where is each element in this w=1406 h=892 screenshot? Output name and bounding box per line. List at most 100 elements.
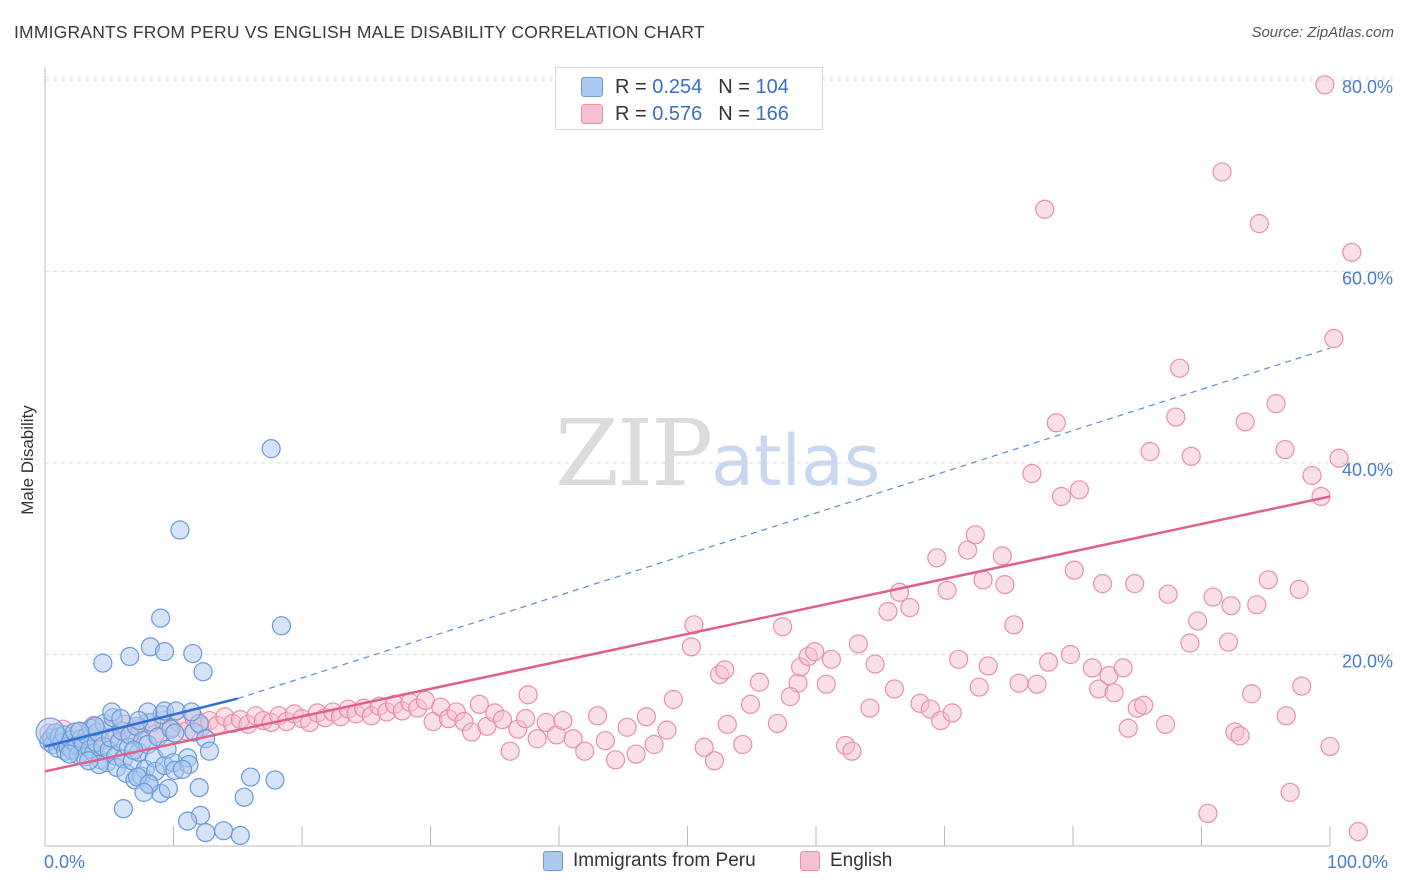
- data-point-english: [605, 750, 626, 770]
- data-point-peru: [59, 744, 80, 764]
- data-point-english: [1275, 439, 1295, 460]
- data-point-english: [865, 654, 885, 674]
- data-point-english: [563, 729, 583, 749]
- data-point-english: [1140, 441, 1160, 462]
- data-point-peru: [193, 662, 213, 682]
- data-point-english: [1203, 587, 1223, 607]
- legend-label-peru: Immigrants from Peru: [573, 850, 756, 871]
- data-point-english: [663, 689, 683, 710]
- data-point-english: [1158, 584, 1178, 604]
- data-point-english: [848, 634, 869, 654]
- data-point-english: [1166, 407, 1186, 427]
- data-point-peru: [178, 811, 198, 831]
- data-point-english: [1230, 726, 1250, 746]
- data-point-english: [1276, 706, 1296, 726]
- data-point-english: [973, 570, 993, 590]
- data-point-english: [1221, 596, 1241, 616]
- data-point-english: [1046, 413, 1066, 433]
- data-point-english: [1302, 465, 1322, 486]
- data-point-english: [949, 649, 969, 669]
- data-point-english: [1249, 214, 1269, 234]
- y-tick-label: 60.0%: [1342, 269, 1393, 289]
- data-point-peru: [165, 723, 185, 743]
- data-point-english: [492, 710, 513, 730]
- data-point-peru: [199, 741, 220, 761]
- watermark-zip: ZIP: [555, 400, 713, 507]
- data-point-english: [942, 703, 962, 723]
- legend-n-value: 104: [755, 75, 789, 98]
- data-point-english: [1315, 75, 1335, 95]
- data-point-english: [1181, 446, 1201, 466]
- data-point-english: [1188, 611, 1208, 631]
- watermark: ZIPatlas: [555, 400, 880, 507]
- data-point-english: [1027, 674, 1047, 694]
- data-point-peru: [134, 782, 154, 802]
- data-point-english: [860, 698, 880, 718]
- data-point-english: [1266, 394, 1286, 414]
- data-point-english: [1258, 570, 1278, 590]
- data-point-english: [1092, 574, 1113, 594]
- legend-n-label: N =: [718, 102, 750, 125]
- data-point-english: [780, 687, 800, 707]
- x-tick-label-min: 0.0%: [44, 852, 86, 872]
- data-point-english: [1125, 574, 1145, 594]
- y-tick-label: 20.0%: [1342, 652, 1393, 672]
- data-point-english: [518, 685, 538, 705]
- legend-stats: R = 0.254 N = 104 R = 0.576 N = 166: [555, 67, 823, 130]
- legend-swatch-blue: [581, 77, 603, 97]
- data-point-english: [1320, 736, 1340, 757]
- data-point-english: [1218, 632, 1239, 652]
- trendline-peru: [44, 697, 239, 748]
- data-point-english: [657, 720, 677, 740]
- data-point-peru: [170, 520, 190, 540]
- data-point-english: [1170, 358, 1190, 378]
- data-point-english: [1064, 560, 1084, 580]
- x-tick-label-max: 100.0%: [1327, 852, 1389, 872]
- legend-n-value: 166: [755, 102, 789, 125]
- data-point-english: [1342, 242, 1362, 262]
- data-point-english: [1082, 658, 1102, 678]
- data-point-english: [749, 672, 770, 692]
- data-point-english: [715, 660, 735, 680]
- legend-n-label: N =: [718, 75, 750, 98]
- data-point-english: [595, 731, 615, 751]
- legend-item-peru[interactable]: Immigrants from Peru: [543, 850, 756, 872]
- data-point-peru: [196, 822, 216, 843]
- data-point-english: [1292, 676, 1312, 696]
- legend-row-peru: R = 0.254 N = 104: [581, 74, 789, 100]
- data-point-english: [816, 674, 836, 694]
- data-point-peru: [271, 616, 292, 636]
- data-point-english: [1113, 658, 1133, 678]
- data-point-english: [1009, 673, 1029, 693]
- data-point-english: [995, 575, 1015, 595]
- data-point-english: [644, 734, 664, 755]
- data-point-english: [1324, 328, 1344, 349]
- data-point-english: [1280, 782, 1300, 802]
- data-point-peru: [230, 825, 250, 846]
- data-point-english: [704, 751, 725, 771]
- legend-r-value: 0.254: [652, 75, 703, 98]
- data-point-english: [1212, 162, 1232, 182]
- legend-item-english[interactable]: English: [800, 850, 892, 872]
- data-point-english: [1118, 718, 1138, 738]
- trendline-peru-projection: [237, 347, 1331, 700]
- data-point-english: [927, 548, 947, 568]
- data-point-english: [587, 706, 608, 726]
- data-point-english: [1235, 412, 1255, 432]
- y-tick-label: 40.0%: [1342, 460, 1393, 480]
- data-point-peru: [93, 653, 113, 673]
- data-point-english: [740, 694, 761, 714]
- data-point-peru: [172, 759, 193, 780]
- watermark-atlas: atlas: [711, 420, 881, 502]
- data-point-english: [1247, 595, 1267, 615]
- legend-row-english: R = 0.576 N = 166: [581, 101, 789, 127]
- data-point-english: [500, 741, 520, 761]
- legend-swatch-blue: [543, 851, 563, 871]
- data-point-english: [1060, 644, 1081, 665]
- data-point-english: [1155, 714, 1176, 734]
- legend-swatch-pink: [800, 851, 820, 871]
- data-point-english: [884, 679, 904, 699]
- legend-r-value: 0.576: [652, 102, 703, 125]
- data-point-english: [969, 677, 989, 697]
